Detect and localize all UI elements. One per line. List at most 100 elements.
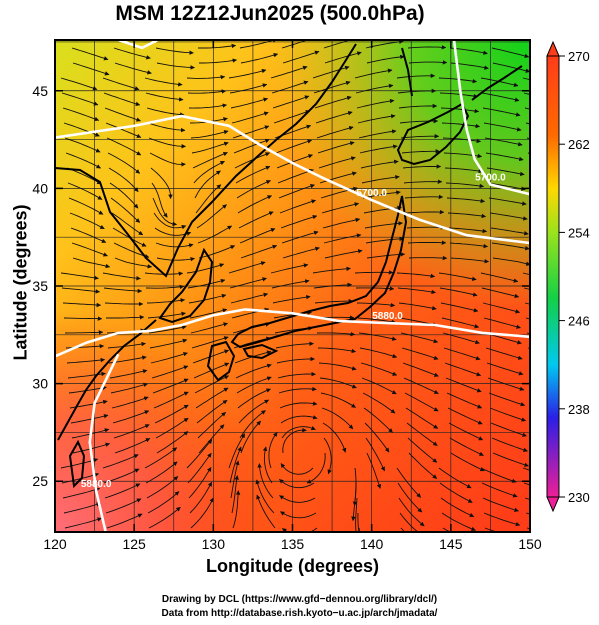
- streamline: [319, 171, 357, 184]
- streamline: [64, 330, 104, 335]
- streamline: [236, 180, 271, 199]
- streamline: [104, 107, 141, 122]
- streamline: [323, 437, 332, 475]
- streamline: [145, 92, 184, 102]
- contour-line: [55, 114, 530, 245]
- streamline: [62, 107, 100, 122]
- streamline: [197, 225, 233, 244]
- streamline: [356, 98, 395, 109]
- streamline: [239, 410, 266, 439]
- streamline: [156, 256, 195, 262]
- streamline: [111, 212, 144, 236]
- streamline: [448, 227, 488, 234]
- streamline: [442, 332, 480, 345]
- streamline: [491, 47, 530, 59]
- streamline: [62, 302, 102, 308]
- y-axis-label: Latitude (degrees): [10, 204, 31, 361]
- streamline: [104, 301, 144, 307]
- map-title: MSM 12Z12Jun2025 (500.0hPa): [115, 2, 425, 25]
- streamline: [70, 413, 109, 424]
- contour-label: 5700.0: [356, 188, 387, 199]
- streamline: [357, 114, 396, 124]
- streamline: [356, 302, 396, 308]
- streamline: [402, 164, 442, 169]
- streamline: [314, 298, 354, 304]
- streamline: [152, 378, 189, 394]
- streamline: [481, 287, 520, 299]
- streamline: [483, 317, 521, 329]
- streamline: [315, 110, 353, 124]
- streamline: [358, 332, 397, 341]
- streamline: [355, 83, 394, 94]
- streamline: [364, 422, 390, 453]
- streamline: [155, 417, 189, 439]
- streamline: [408, 60, 448, 65]
- coastline-hokkaido: [396, 102, 470, 166]
- streamline: [354, 270, 394, 275]
- streamline: [275, 139, 313, 154]
- streamline: [150, 351, 188, 364]
- streamline: [485, 152, 524, 162]
- streamline: [408, 452, 438, 479]
- credit-drawing: Drawing by DCL (https://www.gfd−dennou.o…: [161, 594, 438, 605]
- streamline: [238, 211, 274, 229]
- streamline: [489, 212, 528, 221]
- streamline: [194, 170, 221, 199]
- streamline: [234, 152, 271, 169]
- streamline: [354, 68, 393, 79]
- streamline: [235, 165, 271, 184]
- streamline: [149, 152, 186, 167]
- streamline: [239, 40, 278, 49]
- streamline: [357, 317, 396, 324]
- coastline-china: [57, 319, 157, 441]
- streamline: [230, 292, 269, 304]
- streamline: [492, 62, 530, 73]
- streamline: [64, 137, 101, 153]
- streamline: [488, 392, 526, 407]
- colorbar-tick-label: 254: [568, 225, 590, 240]
- streamline: [255, 479, 275, 514]
- streamline: [233, 138, 270, 154]
- streamline: [396, 467, 422, 498]
- streamline: [276, 356, 315, 364]
- streamline: [197, 411, 227, 439]
- coastline-korea: [158, 247, 214, 324]
- streamline: [279, 401, 318, 409]
- streamline: [148, 137, 187, 149]
- streamline: [105, 498, 142, 514]
- streamline: [406, 225, 446, 230]
- streamline: [198, 245, 236, 259]
- streamline: [444, 362, 482, 377]
- streamline: [278, 386, 317, 394]
- streamline: [365, 437, 386, 472]
- streamline: [446, 392, 483, 409]
- streamline: [489, 407, 527, 422]
- streamline: [147, 122, 186, 133]
- streamline: [71, 242, 108, 257]
- streamline: [353, 497, 359, 532]
- y-axis-ticks: 25 30 35 40 45: [32, 83, 530, 489]
- streamline: [403, 377, 439, 395]
- streamline: [68, 197, 104, 215]
- x-tick-label: 120: [43, 536, 67, 552]
- streamline: [485, 347, 523, 360]
- streamline: [277, 371, 316, 379]
- streamline: [445, 377, 482, 393]
- streamline: [69, 212, 105, 230]
- streamline: [236, 376, 272, 394]
- streamline: [440, 107, 480, 114]
- streamline: [70, 227, 107, 243]
- streamline: [194, 375, 230, 394]
- streamline: [324, 249, 363, 259]
- streamline: [280, 463, 314, 475]
- streamline: [483, 512, 521, 527]
- x-axis-label: Longitude (degrees): [205, 556, 379, 576]
- streamline: [405, 209, 445, 215]
- streamline: [443, 152, 483, 159]
- streamline: [482, 302, 521, 314]
- streamline: [102, 454, 139, 469]
- streamline: [240, 244, 278, 259]
- streamline: [156, 62, 195, 70]
- streamline: [238, 399, 270, 424]
- y-tick-label: 30: [32, 376, 48, 392]
